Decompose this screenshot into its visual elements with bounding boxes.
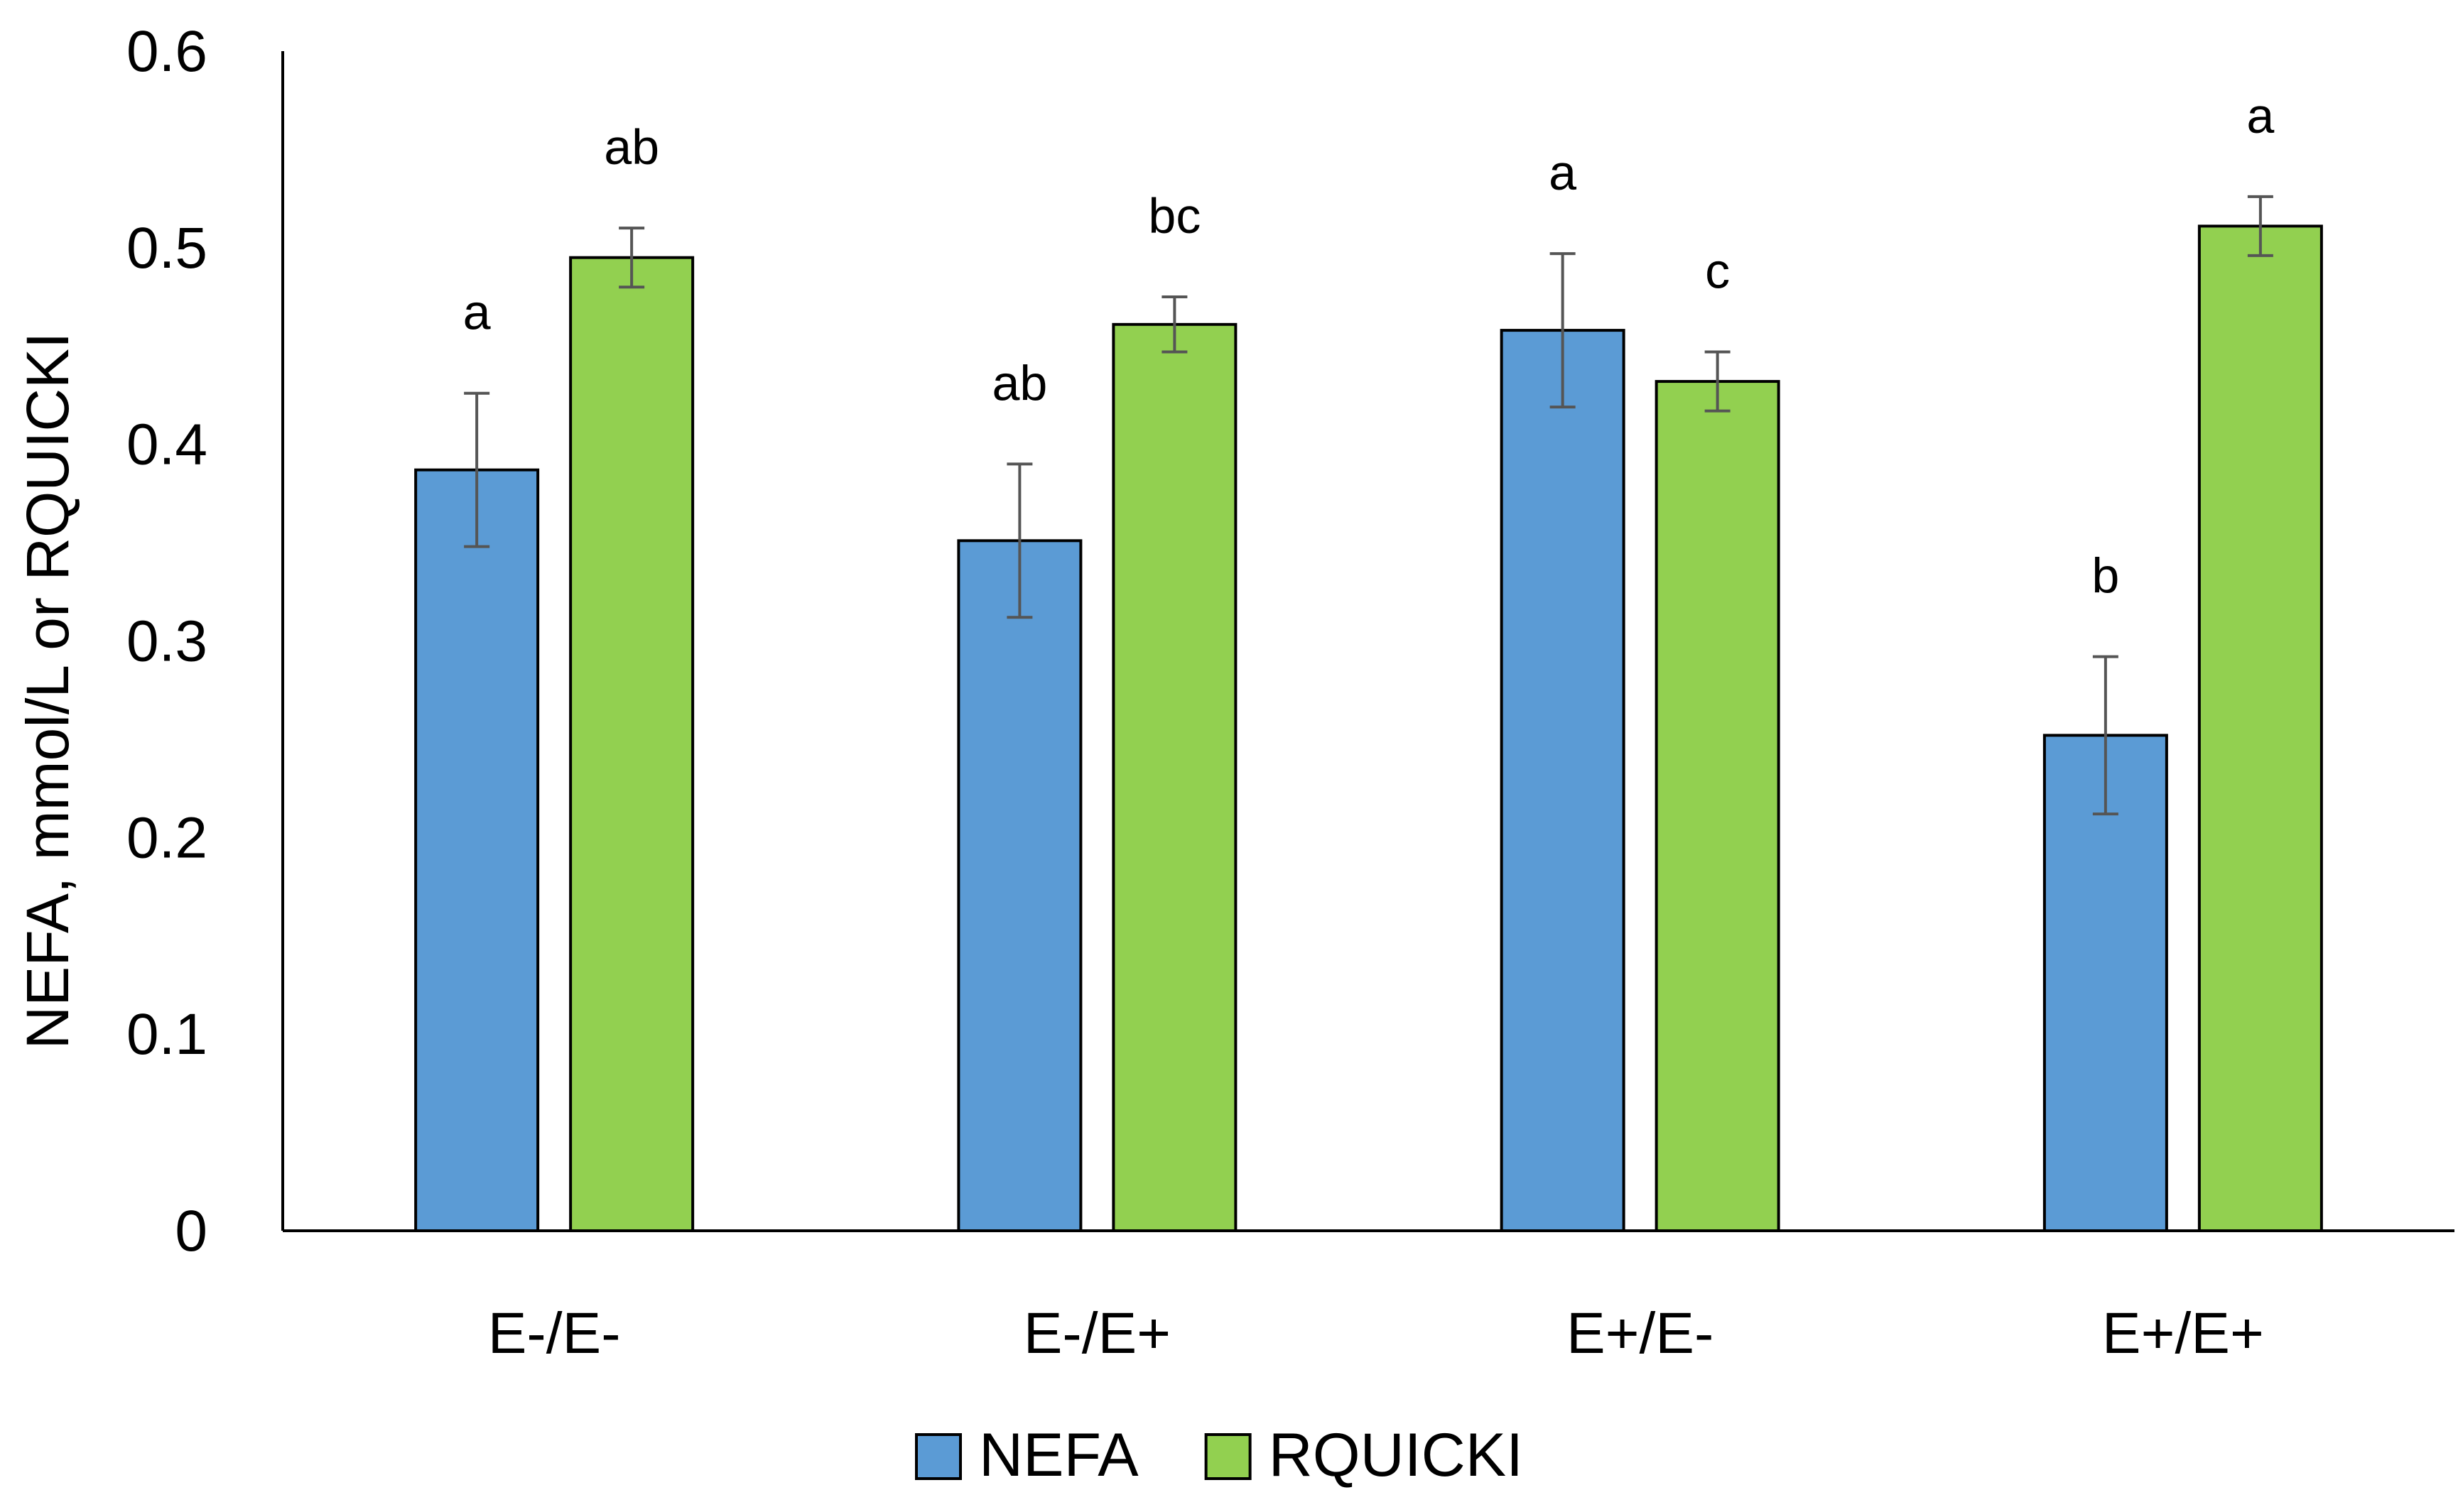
legend-swatch-nefa (915, 1433, 962, 1480)
bar-rquicki (2197, 224, 2323, 1232)
bar-rquicki (1655, 380, 1780, 1233)
y-tick-label: 0.4 (126, 413, 207, 477)
bar-nefa (2042, 734, 2168, 1232)
significance-label: bc (1148, 188, 1201, 244)
y-tick-label: 0.3 (126, 609, 207, 674)
significance-label: ab (992, 355, 1047, 410)
x-category-label: E+/E+ (2102, 1301, 2264, 1366)
significance-label: a (463, 285, 491, 340)
x-category-label: E-/E+ (1024, 1301, 1171, 1366)
legend-label-nefa: NEFA (979, 1421, 1139, 1489)
bar-rquicki (1112, 322, 1238, 1232)
legend-label-rquicki: RQUICKI (1269, 1421, 1523, 1489)
y-tick-label: 0.2 (126, 805, 207, 870)
significance-label: c (1705, 244, 1730, 299)
bar-nefa (957, 539, 1083, 1232)
significance-label: b (2091, 548, 2119, 604)
bar-rquicki (569, 256, 695, 1232)
y-tick-label: 0.5 (126, 216, 207, 281)
y-tick-label: 0.1 (126, 1002, 207, 1067)
significance-label: a (2246, 88, 2274, 143)
bar-nefa (414, 468, 540, 1232)
x-category-label: E+/E- (1566, 1301, 1713, 1366)
bar-nefa (1500, 329, 1625, 1232)
y-tick-label: 0.6 (126, 19, 207, 84)
x-category-label: E-/E- (488, 1301, 621, 1366)
legend-swatch-rquicki (1204, 1433, 1252, 1480)
y-axis-title: NEFA, mmol/L or RQUICKI (14, 332, 81, 1050)
significance-label: ab (604, 119, 659, 175)
y-tick-label: 0 (175, 1199, 207, 1263)
significance-label: a (1549, 145, 1576, 200)
